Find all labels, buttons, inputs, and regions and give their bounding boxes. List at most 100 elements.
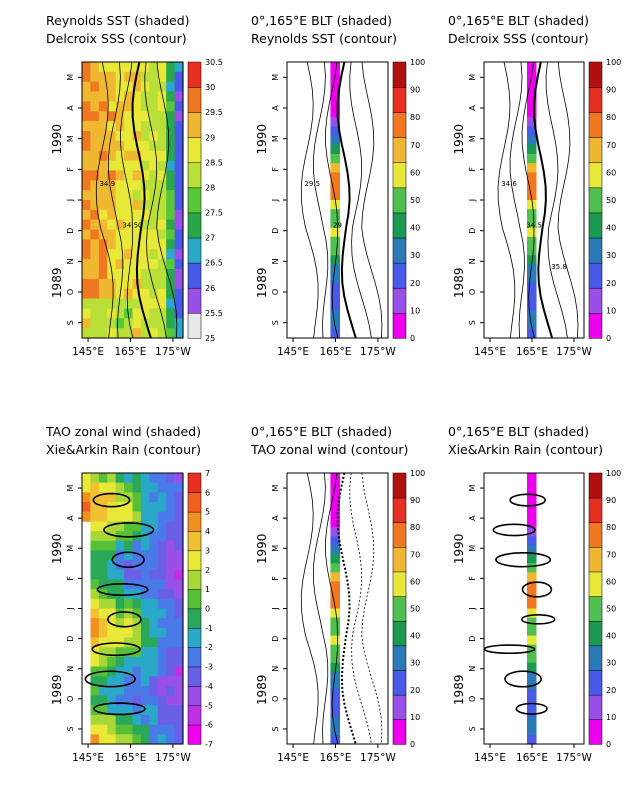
- heatmap-cell: [90, 269, 100, 280]
- heatmap-cell: [82, 511, 92, 522]
- heatmap-cell: [98, 714, 108, 726]
- heatmap-cell: [90, 714, 100, 726]
- heatmap-cell: [124, 714, 134, 726]
- heatmap-cell: [107, 560, 117, 571]
- heatmap-cell: [124, 111, 134, 122]
- colorbar-tick-label: 90: [606, 496, 616, 505]
- panel-subtitle: Delcroix SSS (contour): [448, 31, 589, 46]
- rain-contour: [492, 523, 536, 537]
- colorbar-swatch: [187, 588, 202, 610]
- heatmap-cell: [107, 278, 117, 290]
- heatmap-cell: [132, 150, 142, 162]
- heatmap-cell: [166, 298, 176, 310]
- heatmap-cell: [90, 219, 100, 231]
- heatmap-cell: [157, 190, 167, 201]
- heatmap-cell: [90, 91, 100, 103]
- contour-line: [497, 61, 516, 339]
- heatmap-cell: [157, 560, 167, 571]
- x-tick-label: 175°W: [360, 752, 396, 764]
- blt-strip-cell: [527, 172, 537, 183]
- heatmap-cell: [174, 71, 184, 83]
- heatmap-cell: [115, 482, 125, 493]
- heatmap-cell: [149, 81, 159, 93]
- heatmap-cell: [149, 278, 159, 290]
- heatmap-cell: [166, 160, 176, 172]
- heatmap-cell: [124, 695, 134, 706]
- heatmap-cell: [98, 724, 108, 735]
- heatmap-cell: [174, 278, 184, 290]
- colorbar-swatch: [392, 669, 407, 696]
- heatmap-cell: [140, 531, 150, 542]
- heatmap-cell: [140, 101, 150, 112]
- heatmap-cell: [166, 91, 176, 103]
- heatmap-cell: [90, 318, 100, 329]
- colorbar-tick-label: 100: [410, 469, 425, 478]
- heatmap-cell: [90, 71, 100, 83]
- heatmap-cell: [157, 502, 167, 513]
- heatmap-cell: [98, 71, 108, 83]
- heatmap-cell: [115, 150, 125, 162]
- blt-strip-cell: [330, 653, 341, 664]
- heatmap-cell: [115, 219, 125, 231]
- colorbar-swatch: [187, 111, 202, 138]
- heatmap-cell: [174, 121, 184, 132]
- heatmap-cell: [82, 111, 92, 122]
- heatmap-cell: [82, 160, 92, 172]
- heatmap-cell: [98, 249, 108, 260]
- y-tick-label: N: [271, 666, 280, 672]
- heatmap-cell: [166, 637, 176, 648]
- rain-contour: [92, 492, 131, 508]
- contour-line: [156, 61, 178, 339]
- colorbar-swatch: [392, 287, 407, 314]
- blt-strip-cell: [527, 590, 537, 601]
- y-tick-label: O: [66, 696, 75, 702]
- heatmap-cell: [149, 685, 159, 697]
- blt-strip-cell: [527, 108, 537, 118]
- colorbar-swatch: [392, 497, 407, 523]
- colorbar-tick-label: 60: [606, 168, 616, 177]
- contour-line: [361, 61, 383, 339]
- heatmap-cell: [115, 608, 125, 619]
- heatmap-cell: [107, 229, 117, 241]
- colorbar-swatch: [187, 262, 202, 289]
- heatmap-cell: [107, 676, 117, 687]
- heatmap-cell: [90, 608, 100, 619]
- heatmap-cell: [166, 473, 176, 484]
- heatmap-cell: [157, 269, 167, 280]
- heatmap-cell: [157, 140, 167, 152]
- heatmap-cell: [107, 734, 117, 745]
- blt-strip-cell: [330, 545, 341, 555]
- heatmap-cell: [124, 608, 134, 619]
- colorbar-swatch: [588, 212, 603, 239]
- heatmap-cell: [82, 328, 92, 339]
- heatmap-cell: [107, 170, 117, 181]
- colorbar-swatch: [392, 645, 407, 671]
- colorbar-swatch: [187, 530, 202, 552]
- heatmap-cell: [174, 511, 184, 522]
- heatmap-cell: [140, 724, 150, 735]
- heatmap-cell: [157, 278, 167, 290]
- colorbar-tick-label: 50: [410, 605, 420, 614]
- heatmap-cell: [157, 473, 167, 484]
- heatmap-cell: [115, 278, 125, 290]
- heatmap-cell: [149, 269, 159, 280]
- heatmap-cell: [115, 492, 125, 503]
- blt-strip-cell: [527, 80, 537, 91]
- heatmap-cell: [90, 121, 100, 132]
- colorbar-swatch: [392, 237, 407, 264]
- heatmap-cell: [149, 71, 159, 83]
- heatmap-cell: [140, 150, 150, 162]
- heatmap-cell: [166, 200, 176, 211]
- heatmap-cell: [174, 589, 184, 600]
- heatmap-cell: [107, 656, 117, 668]
- blt-strip-cell: [330, 662, 341, 673]
- colorbar-tick-label: 40: [606, 224, 616, 233]
- colorbar-tick-label: -7: [205, 740, 213, 749]
- heatmap-cell: [132, 676, 142, 687]
- heatmap-cell: [166, 685, 176, 697]
- heatmap-cell: [149, 666, 159, 677]
- heatmap-cell: [166, 140, 176, 152]
- y-tick-label: J: [468, 199, 477, 202]
- panel-2: [283, 61, 407, 342]
- heatmap-cell: [115, 180, 125, 191]
